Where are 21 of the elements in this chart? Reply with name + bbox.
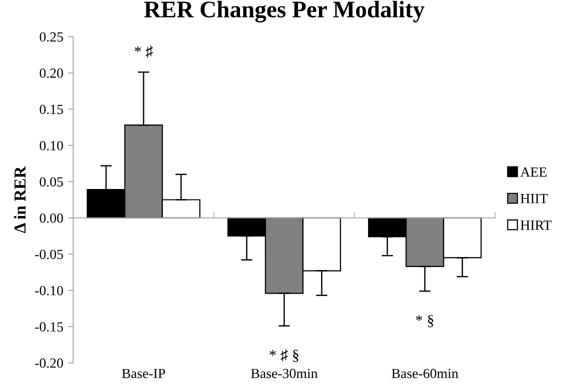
y-tick-label: -0.15 <box>35 322 63 332</box>
y-tick-label: 0.00 <box>40 213 63 223</box>
y-axis-title: Δ in RER <box>14 166 26 234</box>
annotation: * ♯ <box>134 45 153 58</box>
y-tick-label: 0.15 <box>40 104 63 114</box>
y-tick-label: 0.05 <box>40 177 63 187</box>
y-tick-label: -0.05 <box>35 250 63 260</box>
x-tick-label: Base-30min <box>251 368 318 378</box>
y-tick-label: 0.20 <box>40 68 63 78</box>
legend-label: HIIT <box>520 194 548 204</box>
y-tick-label: -0.20 <box>35 358 63 368</box>
chart-title: RER Changes Per Modality <box>144 0 424 22</box>
annotation: * ♯ § <box>270 349 298 362</box>
y-tick-label: 0.25 <box>40 32 63 42</box>
x-tick-label: Base-60min <box>392 368 458 378</box>
x-tick-label: Base-IP <box>122 368 165 378</box>
y-tick-label: 0.10 <box>40 140 63 150</box>
y-tick-label: -0.10 <box>35 286 63 296</box>
legend-label: HIRT <box>520 220 552 230</box>
legend-label: AEE <box>520 167 546 177</box>
annotation: * § <box>416 314 434 328</box>
